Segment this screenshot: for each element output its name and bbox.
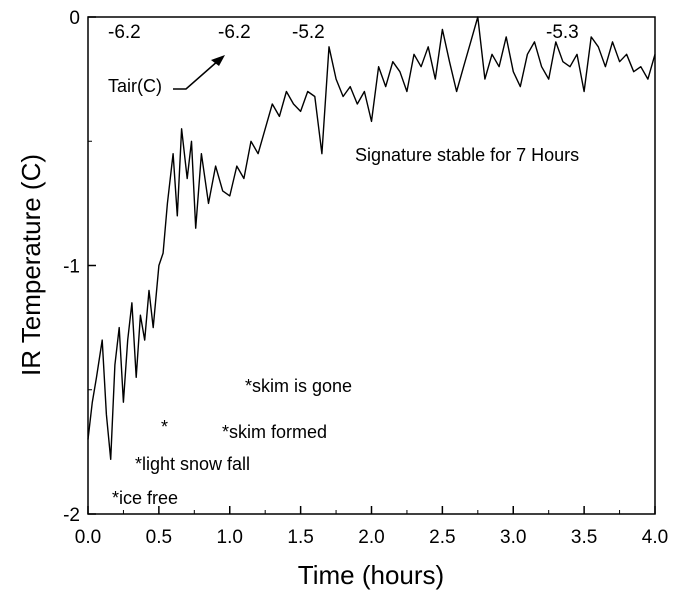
x-tick-label: 3.5 (571, 527, 597, 548)
x-axis: 0.0 0.5 1.0 1.5 2.0 2.5 3.0 3.5 4.0 (75, 506, 668, 548)
light-snow-label: *light snow fall (135, 454, 250, 474)
x-tick-label: 3.0 (500, 527, 526, 548)
x-tick-label: 1.0 (217, 527, 243, 548)
top-label-4: -5.3 (546, 22, 579, 43)
asterisk-label: * (161, 417, 168, 437)
x-tick-label: 4.0 (642, 527, 668, 548)
skim-gone-label: *skim is gone (245, 376, 352, 396)
x-tick-label: 0.0 (75, 527, 101, 548)
series-line (87, 16, 656, 460)
top-label-3: -5.2 (292, 22, 325, 43)
y-tick-label: -1 (63, 257, 80, 278)
y-tick-label: 0 (69, 8, 80, 29)
skim-formed-label: *skim formed (222, 422, 327, 442)
y-axis-title: IR Temperature (C) (16, 154, 46, 376)
x-tick-label: 2.5 (429, 527, 455, 548)
signature-label: Signature stable for 7 Hours (355, 145, 579, 165)
x-tick-label: 2.0 (358, 527, 384, 548)
ice-free-label: *ice free (112, 488, 178, 508)
tair-arrow-head (211, 55, 225, 66)
tair-arrow-line (173, 59, 220, 90)
top-label-1: -6.2 (108, 22, 141, 43)
plot-frame (87, 16, 656, 515)
y-tick-label: -2 (63, 505, 80, 526)
x-axis-title: Time (hours) (298, 560, 444, 590)
tair-label: Tair(C) (108, 76, 162, 96)
top-label-2: -6.2 (218, 22, 251, 43)
x-tick-label: 1.5 (287, 527, 313, 548)
x-tick-label: 0.5 (146, 527, 172, 548)
y-axis: 0 -1 -2 (63, 8, 96, 526)
